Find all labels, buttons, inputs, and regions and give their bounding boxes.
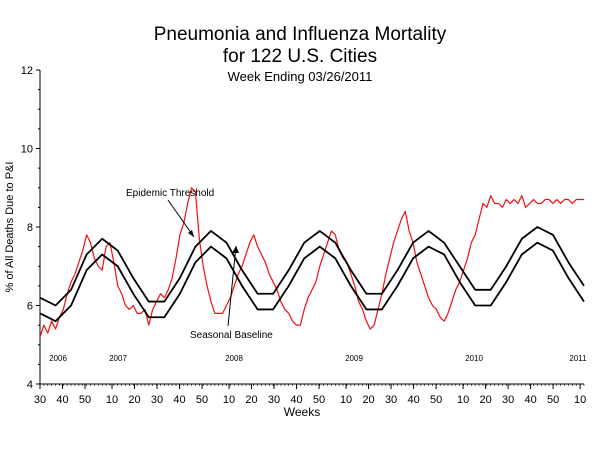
x-tick-label: 40 [524,394,536,406]
annotation-arrow-baseline [227,245,237,327]
x-tick-label: 50 [547,394,559,406]
x-tick-label: 50 [79,394,91,406]
x-tick-label: 40 [407,394,419,406]
x-tick-label: 20 [362,394,374,406]
x-tick-label: 40 [290,394,302,406]
x-tick-label: 30 [502,394,514,406]
x-tick-label: 20 [479,394,491,406]
x-tick-label: 50 [430,394,442,406]
axes: 4 6 8 10 12 30 40 50 10 20 30 40 50 10 20 30 40 50 10 20 30 4… [21,65,586,406]
x-tick-label: 40 [56,394,68,406]
series-line-mortality [39,187,584,338]
arrowhead-threshold [188,230,194,237]
annotation-epidemic-threshold: Epidemic Threshold [126,188,214,199]
x-tick-label: 20 [128,394,140,406]
year-label: 2008 [225,354,243,363]
annotation-seasonal-baseline: Seasonal Baseline [190,330,273,341]
x-tick-label: 10 [457,394,469,406]
x-axis-title: Weeks [284,405,320,419]
x-tick-label: 30 [34,394,46,406]
year-label: 2006 [49,354,67,363]
year-label: 2009 [345,354,363,363]
arrowhead-baseline [232,246,239,253]
x-tick-label: 40 [173,394,185,406]
series-line-baseline [39,241,585,323]
chart-title: Pneumonia and Influenza Mortality [153,24,447,45]
annotation-arrow-threshold [167,199,195,238]
x-tick-label: 10 [223,394,235,406]
year-label: 2010 [465,354,483,363]
x-tick-label: 50 [313,394,325,406]
x-tick-label: 10 [340,394,352,406]
x-tick-label: 10 [106,394,118,406]
series-layer [39,187,585,338]
x-tick-label: 30 [385,394,397,406]
chart-subtitle: for 122 U.S. Cities [222,46,378,67]
x-tick-label: 30 [151,394,163,406]
x-tick-label: 30 [268,394,280,406]
y-tick-label: 12 [21,65,33,77]
year-label: 2007 [109,354,127,363]
y-tick-label: 10 [21,144,33,156]
year-label: 2011 [569,354,587,363]
series-line-threshold [39,226,585,307]
y-axis-title: % of All Deaths Due to P&I [4,162,16,293]
x-tick-label: 50 [196,394,208,406]
y-tick-label: 8 [27,222,33,234]
y-tick-label: 6 [27,301,33,313]
y-tick-label: 4 [27,379,33,391]
x-tick-label: 20 [245,394,257,406]
x-tick-label: 10 [574,394,586,406]
chart-week-ending: Week Ending 03/26/2011 [227,69,373,84]
